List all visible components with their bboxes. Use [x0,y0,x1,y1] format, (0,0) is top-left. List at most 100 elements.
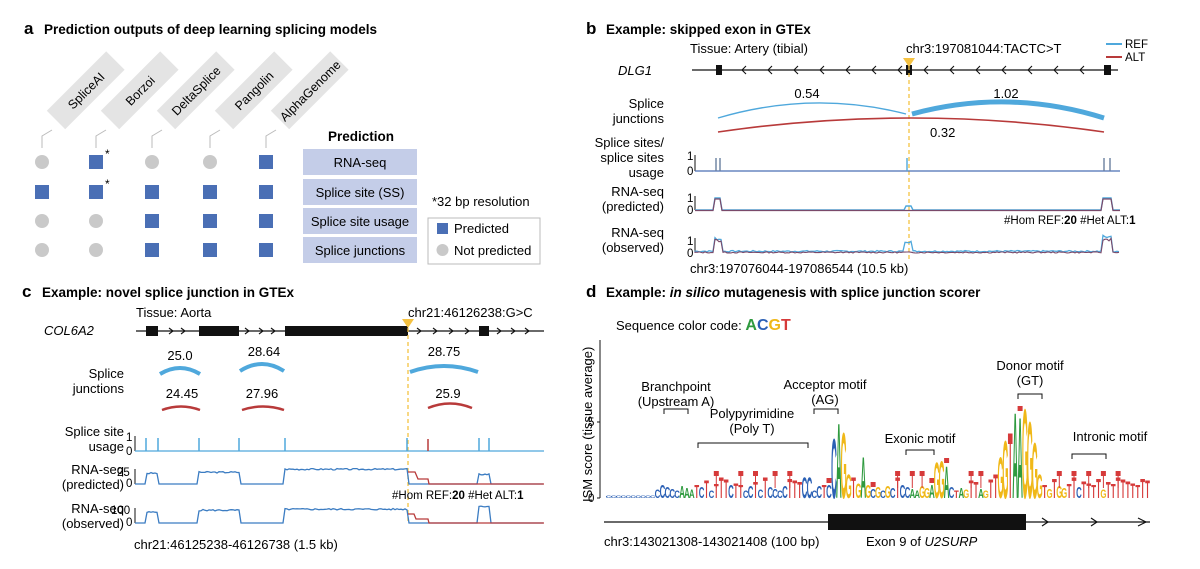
rnaseq-predicted-alt [408,471,544,485]
gene-model-dlg1 [692,65,1118,75]
logo-letter: G [919,483,925,502]
bracket-polypyrimidine [697,442,809,448]
logo-letter: G [1100,489,1106,502]
logo-letter: T [1130,479,1135,503]
prediction-box [303,237,417,263]
junction-value-alt: 24.45 [166,386,199,401]
logo-letter: T [734,479,739,503]
row-label-rnaseq-predicted: RNA-seq (predicted) [62,462,124,492]
logo-letter: C [811,489,817,500]
rnaseq-observed-ref [694,234,1120,253]
panel-b-letter: b [586,19,596,38]
logo-letter: G [1061,486,1067,502]
logo-letter: T [1052,473,1057,504]
mutation-marker [909,471,915,476]
logo-letter: G [885,483,891,502]
junction-arc-ref [158,366,202,376]
row-label-rnaseq-predicted: RNA-seq (predicted) [602,184,664,214]
axis-tick: 0 [687,166,693,178]
exon9-block [828,514,1026,530]
matrix-cell-predicted [203,214,217,228]
rnaseq-predicted-ref [695,197,1120,211]
axis-tick: 0 [687,248,693,260]
logo-letter: T [1135,482,1140,503]
rnaseq-observed-alt [408,513,544,524]
matrix-cell-not-predicted [89,243,103,257]
matrix-cell-predicted [145,214,159,228]
row-label-splice-sites: Splice sites/splice sites usage [595,135,665,180]
axis-tick: 0 [687,205,693,217]
logo-letter: C [606,495,612,499]
logo-letter: T [1067,481,1072,503]
annotation-polypyrimidine: Polypyrimidine (Poly T) [710,406,795,436]
prediction-header: Prediction [328,129,394,144]
junction-arc-alt [161,405,201,412]
logo-letter: C [782,483,788,502]
axis-tick: 1 [126,432,132,444]
logo-letter: G [1037,468,1043,507]
logo-letter: C [772,487,778,502]
junction-value-alt: 25.9 [435,386,460,401]
exon-block [716,65,722,75]
mutation-marker [1071,471,1077,476]
logo-letter: C [758,489,764,502]
panel-d: d Example: in silico mutagenesis with sp… [580,282,1150,549]
logo-letter: A [679,483,685,502]
legend-alt-label: ALT [1125,52,1145,64]
logo-letter: C [807,472,813,505]
matrix-cell-predicted [145,243,159,257]
logo-letter: A [978,487,984,502]
legend-not-predicted-swatch [436,244,449,256]
axis-tick: 0 [126,517,132,529]
logo-letter: G [875,484,881,502]
logo-letter: G [1002,425,1008,517]
logo-letter: G [1032,428,1038,517]
logo-letter: C [699,484,705,502]
logo-letter: A [1012,388,1018,525]
logo-letter: C [1076,484,1082,502]
logo-letter: T [1145,475,1150,503]
logo-letter: T [895,472,900,505]
matrix-cell-predicted [259,243,273,257]
panel-c-coordinates: chr21:46125238-46126738 (1.5 kb) [134,537,338,552]
gene-name-col6a2: COL6A2 [44,323,95,338]
rnaseq-observed-ref [135,505,543,524]
prediction-label: Splice site (SS) [316,185,405,200]
matrix-cell-predicted [259,185,273,199]
bracket-acceptor [813,408,839,414]
exon-block [479,326,489,336]
mutation-marker [753,471,758,476]
logo-letter: T [738,482,743,503]
panel-b-title: Example: skipped exon in GTEx [606,22,811,37]
logo-letter: T [851,472,856,505]
row-label-rnaseq-observed: RNA-seq (observed) [62,501,124,531]
logo-letter: A [684,486,690,502]
gene-name-dlg1: DLG1 [618,63,652,78]
logo-letter: G [1056,483,1062,502]
junction-value: 0.32 [930,125,955,140]
logo-letter: A [689,489,695,502]
matrix-cell-not-predicted [89,214,103,228]
annotation-donor-motif: Donor motif (GT) [996,358,1064,388]
prediction-label: RNA-seq [334,155,387,170]
logo-letter: T [797,478,802,503]
logo-letter: G [1046,487,1052,502]
logo-letter: G [924,486,930,502]
logo-letter: G [846,468,852,507]
logo-letter: A [860,445,866,511]
mutation-marker [772,471,778,476]
logo-letter: G [963,489,969,502]
logo-letter: C [709,489,715,500]
logo-letter: C [728,482,734,503]
logo-letter: T [1008,415,1013,519]
logo-letter: T [763,472,768,505]
prediction-label: Splice site usage [311,214,409,229]
axis-tick: 1 [687,151,693,163]
logo-letter: T [792,475,797,503]
intron-direction-arrows [1041,517,1148,527]
logo-letter: T [704,475,709,503]
exon-block [285,326,408,336]
model-tabs: SpliceAI Borzoi DeltaSplice Pangolin AlphaGe… [41,51,349,148]
logo-letter: C [748,483,754,502]
